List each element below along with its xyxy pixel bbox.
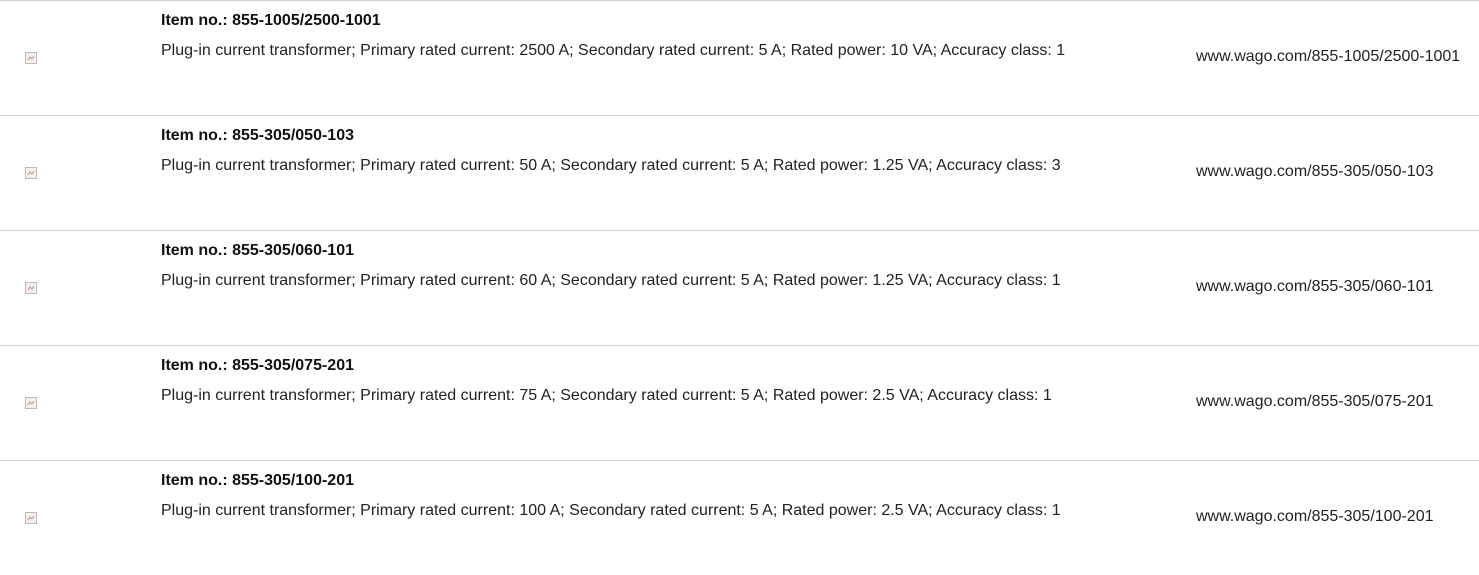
url-cell: www.wago.com/855-1005/2500-1001	[1196, 1, 1479, 115]
description: Plug-in current transformer; Primary rat…	[161, 266, 1181, 296]
page: {"rows": [ {"item": "Item no.: 855-1005/…	[0, 0, 1479, 570]
product-icon	[0, 461, 161, 575]
product-icon	[0, 1, 161, 115]
broken-image-icon	[25, 397, 37, 409]
broken-image-icon	[25, 52, 37, 64]
item-number: Item no.: 855-305/100-201	[161, 466, 1181, 496]
url-cell: www.wago.com/855-305/100-201	[1196, 461, 1479, 575]
item-number: Item no.: 855-305/060-101	[161, 236, 1181, 266]
broken-image-icon	[25, 282, 37, 294]
product-icon	[0, 346, 161, 460]
product-url: www.wago.com/855-305/060-101	[1196, 272, 1434, 302]
body: Item no.: 855-1005/2500-1001Plug-in curr…	[0, 0, 1479, 570]
url-cell: www.wago.com/855-305/075-201	[1196, 346, 1479, 460]
item-number: Item no.: 855-1005/2500-1001	[161, 6, 1181, 36]
product-icon	[0, 116, 161, 230]
product-url: www.wago.com/855-1005/2500-1001	[1196, 42, 1460, 72]
description: Plug-in current transformer; Primary rat…	[161, 151, 1181, 181]
url-cell: www.wago.com/855-305/050-103	[1196, 116, 1479, 230]
url-cell: www.wago.com/855-305/060-101	[1196, 231, 1479, 345]
broken-image-icon	[25, 167, 37, 179]
description: Plug-in current transformer; Primary rat…	[161, 496, 1181, 526]
broken-image-icon	[25, 512, 37, 524]
product-url: www.wago.com/855-305/050-103	[1196, 157, 1434, 187]
product-url: www.wago.com/855-305/100-201	[1196, 502, 1434, 532]
product-icon	[0, 231, 161, 345]
item-number: Item no.: 855-305/075-201	[161, 351, 1181, 381]
item-number: Item no.: 855-305/050-103	[161, 121, 1181, 151]
product-url: www.wago.com/855-305/075-201	[1196, 387, 1434, 417]
description: Plug-in current transformer; Primary rat…	[161, 36, 1181, 66]
description: Plug-in current transformer; Primary rat…	[161, 381, 1181, 411]
product-list: Item no.: 855-1005/2500-1001Plug-in curr…	[0, 0, 1479, 575]
